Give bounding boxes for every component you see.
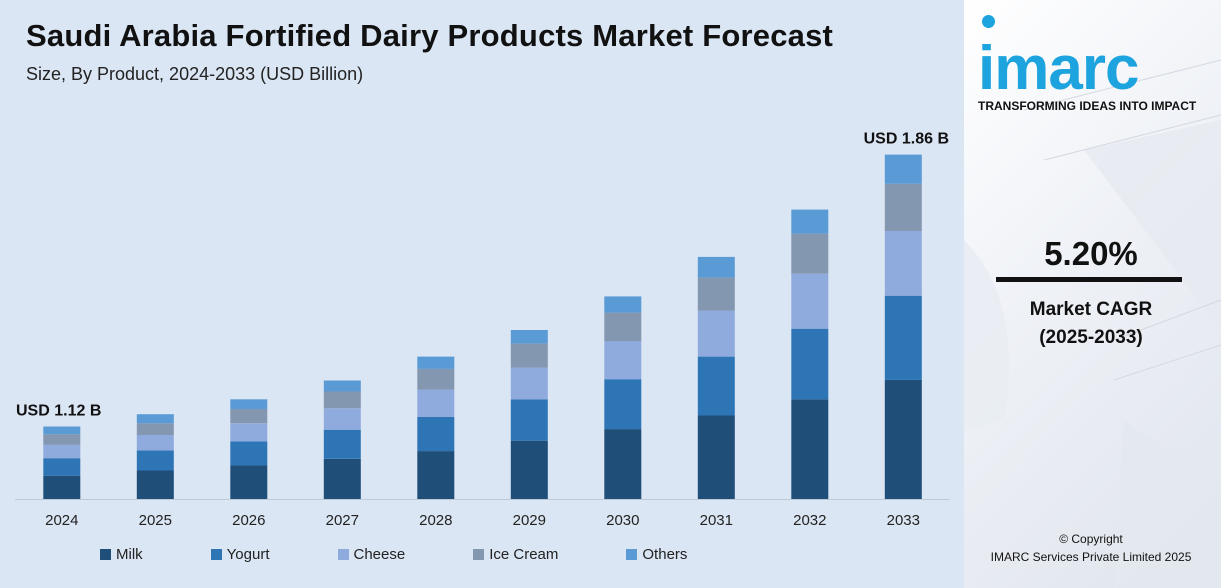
bar-ice-cream-2031 bbox=[697, 277, 735, 311]
bar-others-2031 bbox=[697, 256, 735, 278]
copyright: © Copyright IMARC Services Private Limit… bbox=[964, 530, 1218, 566]
cagr-value: 5.20% bbox=[1044, 235, 1138, 272]
legend-label-yogurt: Yogurt bbox=[226, 546, 270, 563]
bar-others-2032 bbox=[791, 209, 829, 234]
x-tick-label-2030: 2030 bbox=[606, 512, 639, 529]
bar-cheese-2024 bbox=[43, 444, 81, 459]
bar-cheese-2031 bbox=[697, 310, 735, 357]
bar-milk-2030 bbox=[604, 429, 642, 499]
bar-yogurt-2029 bbox=[510, 399, 548, 441]
chart-title: Saudi Arabia Fortified Dairy Products Ma… bbox=[26, 18, 834, 53]
bar-yogurt-2027 bbox=[323, 429, 361, 459]
cagr-label-line1: Market CAGR bbox=[1029, 299, 1153, 320]
bar-ice-cream-2029 bbox=[510, 343, 548, 368]
bar-milk-2024 bbox=[43, 475, 81, 499]
bar-yogurt-2026 bbox=[230, 441, 268, 466]
bar-milk-2027 bbox=[323, 458, 361, 499]
bar-milk-2028 bbox=[417, 451, 455, 499]
x-tick-label-2026: 2026 bbox=[232, 512, 265, 529]
legend-swatch-yogurt bbox=[210, 549, 222, 560]
legend-swatch-ice-cream bbox=[473, 549, 485, 560]
legend-item-milk: Milk bbox=[100, 546, 143, 563]
copyright-line2: IMARC Services Private Limited 2025 bbox=[990, 550, 1192, 564]
bar-others-2028 bbox=[417, 356, 455, 369]
bar-ice-cream-2026 bbox=[230, 409, 268, 424]
cagr-label: Market CAGR (2025-2033) bbox=[964, 296, 1218, 352]
bar-yogurt-2024 bbox=[43, 458, 81, 476]
copyright-line1: © Copyright bbox=[1059, 532, 1123, 546]
bar-ice-cream-2032 bbox=[791, 233, 829, 274]
bar-cheese-2030 bbox=[604, 341, 642, 380]
annotation-2024: USD 1.12 B bbox=[16, 403, 101, 420]
cagr-divider bbox=[996, 277, 1182, 282]
imarc-logo: imarc bbox=[978, 34, 1139, 103]
bar-ice-cream-2024 bbox=[43, 434, 81, 445]
bar-cheese-2028 bbox=[417, 389, 455, 417]
legend-label-ice-cream: Ice Cream bbox=[489, 546, 559, 563]
logo-tagline: TRANSFORMING IDEAS INTO IMPACT bbox=[978, 99, 1197, 113]
bar-yogurt-2031 bbox=[697, 356, 735, 416]
bar-others-2026 bbox=[230, 399, 268, 409]
bar-milk-2029 bbox=[510, 440, 548, 499]
bar-ice-cream-2030 bbox=[604, 312, 642, 342]
x-tick-label-2024: 2024 bbox=[45, 512, 78, 529]
x-tick-label-2032: 2032 bbox=[793, 512, 826, 529]
bar-yogurt-2025 bbox=[136, 450, 174, 471]
bar-cheese-2025 bbox=[136, 434, 174, 451]
annotation-2033: USD 1.86 B bbox=[864, 131, 949, 148]
legend-swatch-others bbox=[626, 549, 638, 560]
bar-milk-2025 bbox=[136, 470, 174, 499]
bar-others-2033 bbox=[884, 154, 922, 184]
bar-cheese-2026 bbox=[230, 423, 268, 442]
bar-others-2029 bbox=[510, 330, 548, 344]
legend-label-cheese: Cheese bbox=[353, 546, 406, 563]
bar-milk-2033 bbox=[884, 379, 922, 499]
x-tick-label-2029: 2029 bbox=[513, 512, 546, 529]
legend-item-others: Others bbox=[626, 546, 687, 563]
bar-yogurt-2030 bbox=[604, 379, 642, 429]
legend-swatch-cheese bbox=[337, 549, 349, 560]
bar-milk-2026 bbox=[230, 465, 268, 499]
bar-others-2025 bbox=[136, 414, 174, 424]
bar-yogurt-2032 bbox=[791, 328, 829, 400]
bar-ice-cream-2033 bbox=[884, 183, 922, 231]
bar-yogurt-2028 bbox=[417, 416, 455, 452]
legend-item-ice-cream: Ice Cream bbox=[473, 546, 558, 563]
background-decoration bbox=[964, 59, 1221, 588]
bar-others-2027 bbox=[323, 380, 361, 392]
bar-cheese-2027 bbox=[323, 408, 361, 430]
bar-yogurt-2033 bbox=[884, 295, 922, 380]
legend-label-milk: Milk bbox=[116, 546, 143, 563]
x-tick-label-2028: 2028 bbox=[419, 512, 452, 529]
bar-ice-cream-2027 bbox=[323, 391, 361, 409]
bar-milk-2032 bbox=[791, 399, 829, 499]
legend-label-others: Others bbox=[642, 546, 688, 563]
x-tick-label-2031: 2031 bbox=[700, 512, 733, 529]
cagr-label-line2: (2025-2033) bbox=[1039, 327, 1143, 348]
stacked-bar-chart: 2024 2025 2026 2027 2028 2029 2030 2031 2032 2033… bbox=[15, 131, 950, 529]
side-panel: imarc TRANSFORMING IDEAS INTO IMPACT 5.2… bbox=[964, 0, 1221, 588]
bar-milk-2031 bbox=[697, 415, 735, 499]
bar-cheese-2033 bbox=[884, 231, 922, 296]
bar-others-2030 bbox=[604, 296, 642, 313]
bar-others-2024 bbox=[43, 426, 81, 435]
x-tick-label-2033: 2033 bbox=[887, 512, 920, 529]
bar-cheese-2032 bbox=[791, 273, 829, 329]
legend-swatch-milk bbox=[100, 549, 111, 560]
bar-ice-cream-2025 bbox=[136, 423, 174, 435]
x-tick-label-2027: 2027 bbox=[326, 512, 359, 529]
logo-dot bbox=[982, 15, 995, 28]
chart-panel: Saudi Arabia Fortified Dairy Products Ma… bbox=[0, 0, 964, 588]
chart-subtitle: Size, By Product, 2024-2033 (USD Billion… bbox=[26, 64, 364, 84]
legend-item-yogurt: Yogurt bbox=[210, 546, 270, 563]
bar-cheese-2029 bbox=[510, 367, 548, 400]
x-tick-label-2025: 2025 bbox=[139, 512, 172, 529]
bar-ice-cream-2028 bbox=[417, 368, 455, 390]
chart-legend: Milk Yogurt Cheese Ice Cream Others bbox=[100, 546, 900, 563]
legend-item-cheese: Cheese bbox=[337, 546, 406, 563]
